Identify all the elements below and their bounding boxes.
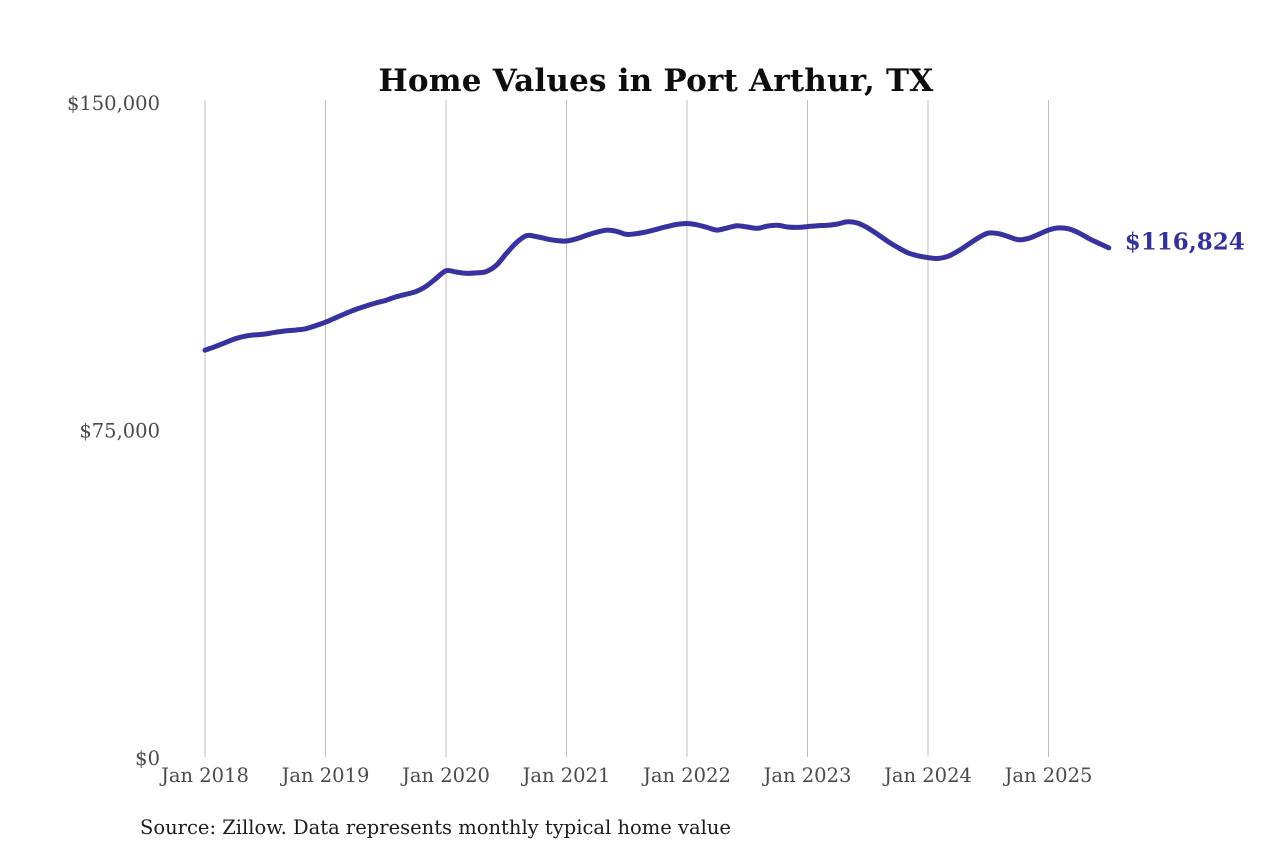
source-note: Source: Zillow. Data represents monthly … (140, 816, 731, 839)
gridlines (204, 100, 1049, 757)
x-tick-label: Jan 2023 (762, 764, 852, 787)
y-tick-label: $150,000 (67, 92, 160, 115)
chart-title: Home Values in Port Arthur, TX (378, 62, 934, 99)
home-value-line-series (202, 219, 1112, 353)
x-tick-label: Jan 2024 (882, 764, 972, 787)
latest-value-label: $116,824 (1124, 228, 1245, 256)
x-tick-label: Jan 2022 (641, 764, 731, 787)
x-tick-label: Jan 2021 (521, 764, 611, 787)
y-tick-label: $0 (135, 747, 160, 770)
x-tick-label: Jan 2025 (1003, 764, 1093, 787)
x-tick-label: Jan 2018 (159, 764, 249, 787)
y-axis-tick-labels: $0 $75,000 $150,000 (67, 92, 160, 770)
x-tick-label: Jan 2019 (280, 764, 370, 787)
x-tick-label: Jan 2020 (400, 764, 490, 787)
y-tick-label: $75,000 (79, 420, 160, 443)
x-axis-tick-labels: Jan 2018 Jan 2019 Jan 2020 Jan 2021 Jan 2022… (159, 764, 1092, 787)
